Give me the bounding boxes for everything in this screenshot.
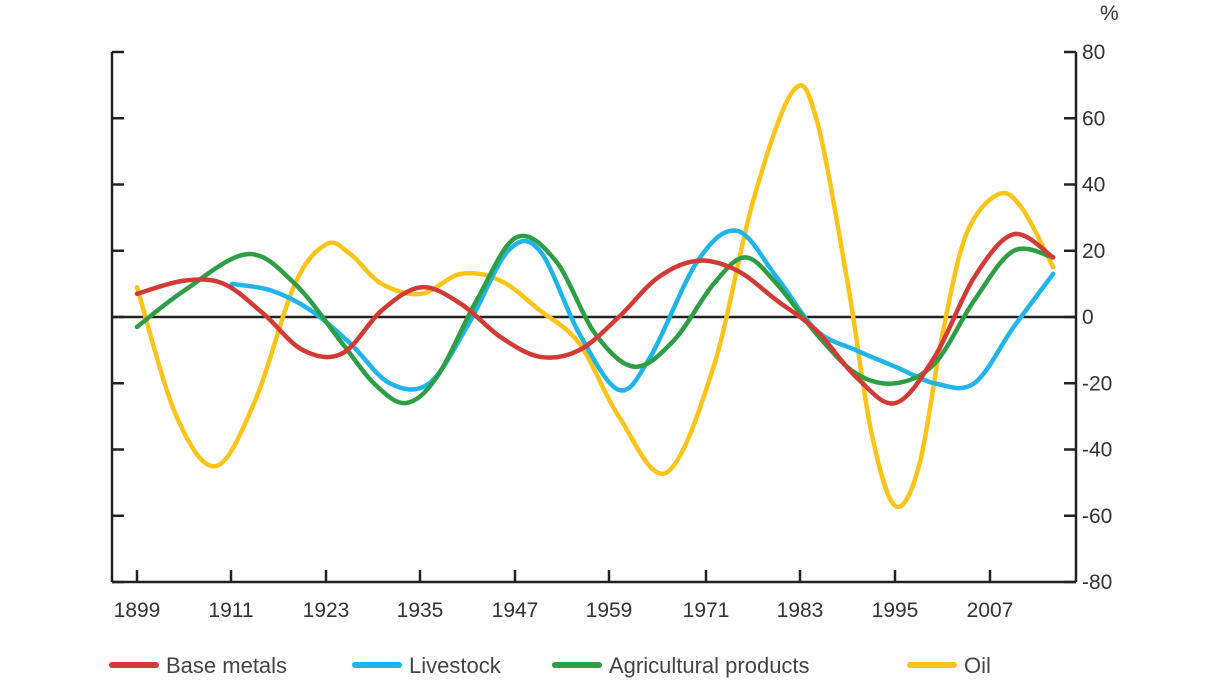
y-tick-label: -60 bbox=[1082, 505, 1112, 528]
y-tick-label: -40 bbox=[1082, 439, 1112, 462]
series-line-agricultural-products bbox=[134, 233, 1056, 406]
y-tick-label: 0 bbox=[1082, 306, 1094, 329]
legend-label-livestock: Livestock bbox=[409, 653, 502, 678]
x-tick-label: 1923 bbox=[303, 599, 350, 622]
y-tick-label: -20 bbox=[1082, 372, 1112, 395]
y-tick-label: -80 bbox=[1082, 571, 1112, 594]
series-line-oil bbox=[134, 83, 1056, 510]
legend-label-base-metals: Base metals bbox=[166, 653, 287, 678]
y-tick-label: 40 bbox=[1082, 174, 1105, 197]
x-tick-label: 1911 bbox=[208, 599, 253, 622]
x-tick-label: 2007 bbox=[967, 599, 1014, 622]
series-line-base-metals bbox=[134, 231, 1056, 406]
chart-legend: Base metals Livestock Agricultural product… bbox=[109, 653, 991, 678]
x-tick-label: 1971 bbox=[683, 599, 730, 622]
x-tick-label: 1995 bbox=[872, 599, 919, 622]
x-tick-label: 1935 bbox=[397, 599, 444, 622]
x-tick-label: 1983 bbox=[777, 599, 824, 622]
chart-series-lines bbox=[134, 83, 1056, 510]
x-tick-label: 1947 bbox=[492, 599, 539, 622]
chart-axes bbox=[110, 50, 1078, 584]
legend-label-agricultural-products: Agricultural products bbox=[609, 653, 810, 678]
x-tick-label: 1899 bbox=[114, 599, 161, 622]
y-unit-label: % bbox=[1100, 2, 1119, 25]
y-tick-label: 60 bbox=[1082, 107, 1105, 130]
y-tick-label: 80 bbox=[1082, 41, 1105, 64]
y-tick-label: 20 bbox=[1082, 240, 1105, 263]
legend-label-oil: Oil bbox=[964, 653, 991, 678]
x-tick-label: 1959 bbox=[586, 599, 633, 622]
chart-tick-labels: 80 60 40 20 0 -20 -40 -60 -80% 1899 1911 1923 1935 19… bbox=[114, 2, 1119, 622]
